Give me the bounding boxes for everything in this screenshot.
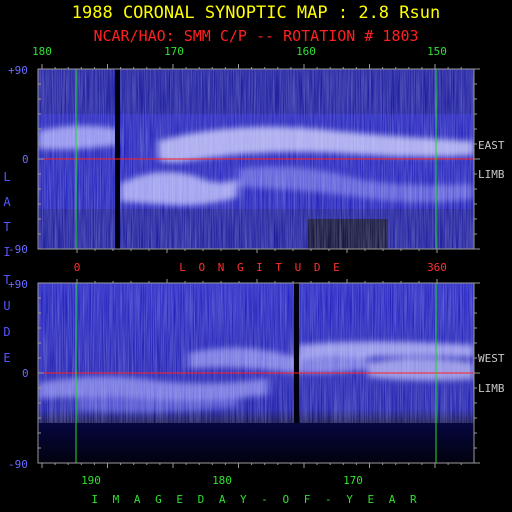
longitude-tick-label: 0 <box>73 261 81 274</box>
top-axis-tick-label: 150 <box>427 45 447 58</box>
latitude-tick-label: +90 <box>8 64 28 77</box>
bottom-axis-tick-label: 180 <box>212 474 232 487</box>
east-limb-synoptic-map <box>38 69 474 249</box>
latitude-axis-letter: A <box>3 195 11 209</box>
top-axis-tick-label: 170 <box>164 45 184 58</box>
west-limb-label: LIMB <box>478 382 505 395</box>
longitude-axis-title: L O N G I T U D E <box>179 261 343 274</box>
west-limb-synoptic-map <box>38 283 474 463</box>
day-of-year-axis-title: I M A G E D A Y - O F - Y E A R <box>91 493 421 506</box>
east-limb-label: LIMB <box>478 168 505 181</box>
top-axis-tick-label: 180 <box>32 45 52 58</box>
latitude-tick-label: +90 <box>8 278 28 291</box>
latitude-axis-letter: E <box>3 351 11 365</box>
latitude-tick-label: 0 <box>22 367 29 380</box>
bottom-axis-tick-label: 170 <box>343 474 363 487</box>
latitude-axis-letter: T <box>3 220 11 234</box>
top-axis-tick-label: 160 <box>296 45 316 58</box>
west-limb-label: WEST <box>478 352 505 365</box>
latitude-tick-label: -90 <box>8 458 28 471</box>
latitude-axis-letter: T <box>3 273 11 287</box>
page-subtitle: NCAR/HAO: SMM C/P -- ROTATION # 1803 <box>93 27 419 45</box>
latitude-axis-letter: D <box>3 325 11 339</box>
east-limb-label: EAST <box>478 139 505 152</box>
latitude-axis-letter: L <box>3 170 11 184</box>
page-title: 1988 CORONAL SYNOPTIC MAP : 2.8 Rsun <box>71 3 441 23</box>
latitude-tick-label: -90 <box>8 243 28 256</box>
latitude-axis-letter: U <box>3 299 11 313</box>
longitude-tick-label: 360 <box>427 261 447 274</box>
latitude-tick-label: 0 <box>22 153 29 166</box>
bottom-axis-tick-label: 190 <box>81 474 101 487</box>
data-gap <box>294 283 299 423</box>
latitude-axis-letter: I <box>3 245 11 259</box>
